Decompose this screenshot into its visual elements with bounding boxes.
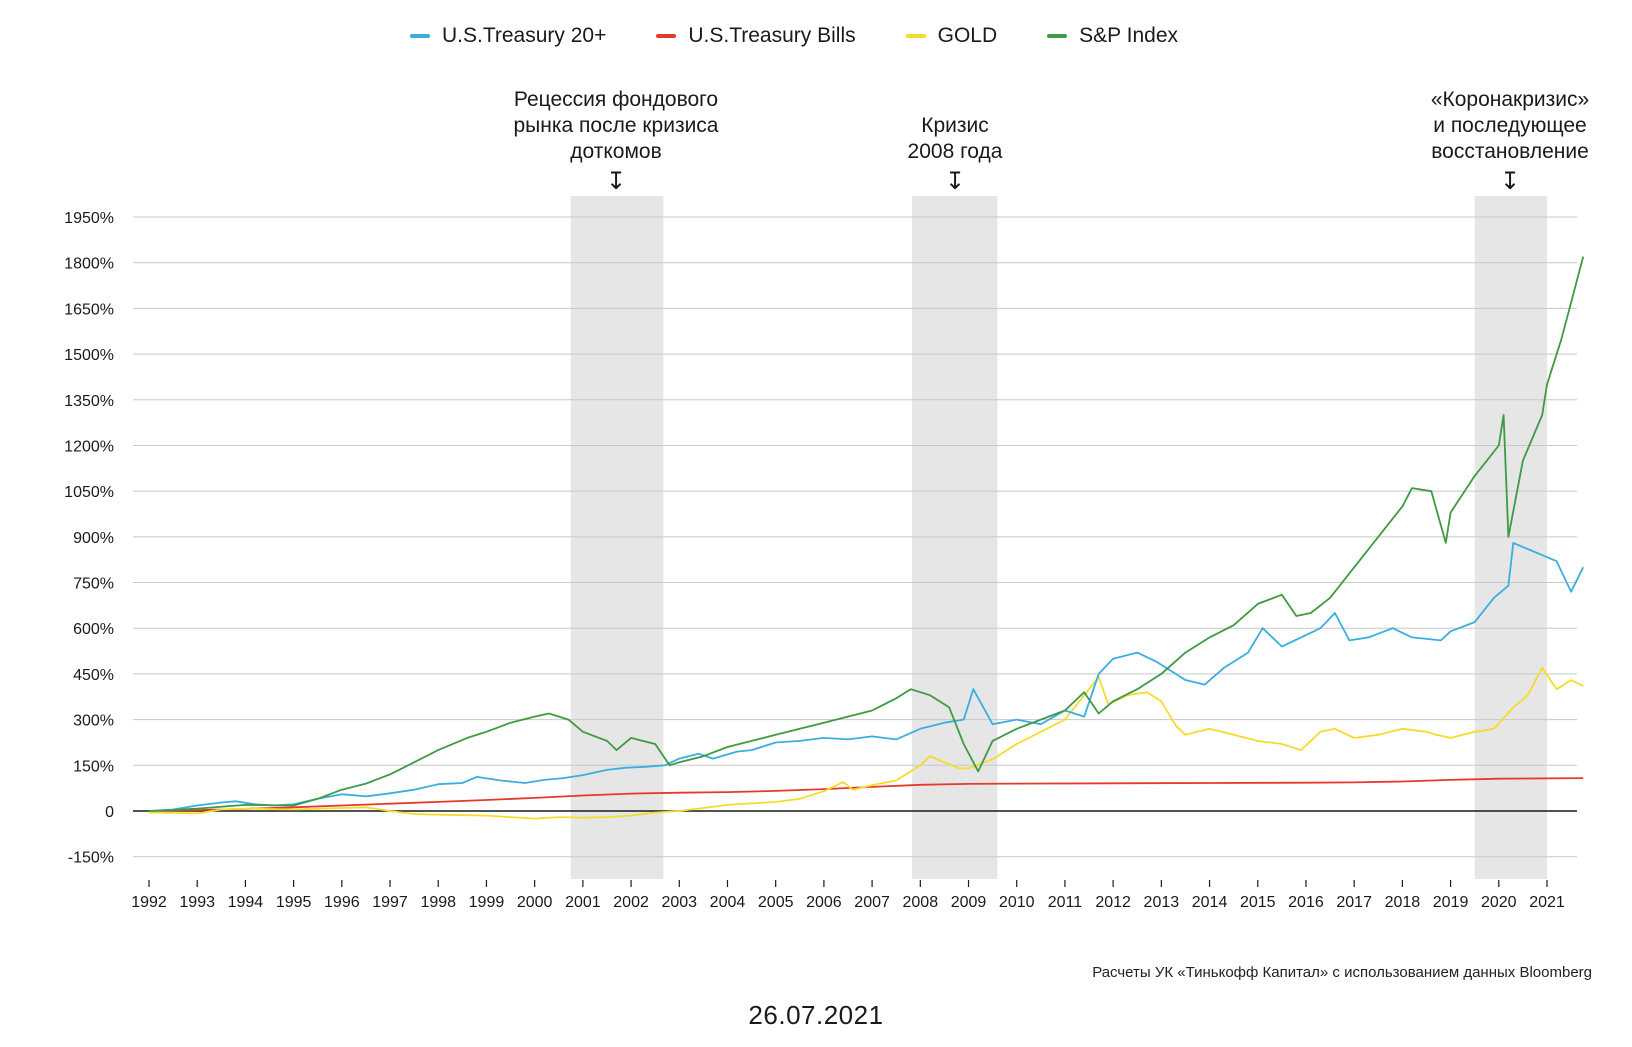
x-tick-label: 2009 [951,894,987,911]
arrow-down-icon: ↧ [1499,168,1521,195]
x-tick-label: 2017 [1336,894,1372,911]
x-tick-label: 2008 [903,894,939,911]
annotation-line: и последующее [1433,114,1587,137]
annotation-line: 2008 года [907,140,1003,163]
x-tick-label: 1996 [324,894,360,911]
annotation-line: восстановление [1431,140,1589,163]
x-tick-label: 2007 [854,894,890,911]
x-tick-label: 1992 [131,894,167,911]
annotation-line: Рецессия фондового [513,88,719,111]
shaded-period [912,196,998,879]
y-tick-label: 750% [73,576,114,593]
y-tick-label: 900% [73,530,114,547]
x-tick-label: 2015 [1240,894,1276,911]
y-tick-label: 1350% [64,393,114,410]
annotation-2008: Кризис 2008 года [908,113,1003,165]
legend: U.S.Treasury 20+ U.S.Treasury Bills GOLD… [410,24,1228,48]
date-text: 26.07.2021 [748,1000,884,1030]
x-tick-label: 2010 [999,894,1035,911]
y-tick-label: 1050% [64,484,114,501]
y-tick-label: 1500% [64,347,114,364]
x-tick-label: 2013 [1144,894,1180,911]
x-tick-label: 2005 [758,894,794,911]
legend-swatch [905,34,926,38]
legend-label: S&P Index [1079,24,1179,47]
series-line-u-s-treasury-bills [148,777,1584,812]
annotation-line: рынка после кризиса [513,114,719,137]
arrow-down-icon: ↧ [944,168,966,195]
y-tick-label: 450% [73,667,114,684]
legend-swatch [656,34,677,38]
series-line-u-s-treasury-20- [148,542,1585,812]
legend-label: U.S.Treasury Bills [688,24,856,47]
source-note: Расчеты УК «Тинькофф Капитал» с использо… [1092,964,1592,981]
legend-item-treasury-bills: U.S.Treasury Bills [656,24,856,48]
shaded-period [570,196,664,879]
date-label: 26.07.2021 [0,1000,1632,1031]
series-line-gold [148,666,1584,820]
legend-item-gold: GOLD [905,24,998,48]
x-tick-label: 1999 [469,894,505,911]
annotation-line: «Коронакризис» [1430,88,1590,111]
y-tick-label: 1950% [64,210,114,227]
x-tick-label: 2000 [517,894,553,911]
x-tick-label: 2016 [1288,894,1324,911]
x-tick-label: 2003 [661,894,697,911]
annotation-line: Кризис [921,114,989,137]
shaded-period [1474,196,1547,879]
y-tick-label: 150% [73,758,114,775]
x-tick-label: 2019 [1433,894,1469,911]
x-tick-label: 2002 [613,894,649,911]
x-tick-label: 2018 [1385,894,1421,911]
y-tick-label: 1650% [64,301,114,318]
x-tick-label: 2014 [1192,894,1228,911]
series-line-s-p-index [148,256,1585,812]
y-tick-label: 0 [105,804,114,821]
legend-label: U.S.Treasury 20+ [442,24,607,47]
y-tick-label: 300% [73,713,114,730]
x-tick-label: 1993 [179,894,215,911]
x-tick-label: 2020 [1481,894,1517,911]
legend-swatch [1047,34,1068,38]
legend-swatch [410,34,430,38]
legend-item-sp-index: S&P Index [1047,24,1178,48]
legend-item-treasury-20: U.S.Treasury 20+ [410,24,606,48]
annotation-dotcom: Рецессия фондового рынка после кризиса д… [514,87,719,165]
y-tick-label: 1200% [64,438,114,455]
x-tick-label: 1994 [228,894,264,911]
x-tick-label: 2001 [565,894,601,911]
annotation-covid: «Коронакризис» и последующее восстановле… [1431,87,1589,165]
x-tick-label: 1998 [420,894,456,911]
annotation-line: доткомов [570,140,662,163]
y-tick-label: -150% [68,850,114,867]
legend-label: GOLD [937,24,998,47]
x-tick-label: 1997 [372,894,408,911]
x-tick-label: 2012 [1095,894,1131,911]
x-tick-label: 2011 [1048,894,1083,911]
y-tick-label: 1800% [64,256,114,273]
arrow-down-icon: ↧ [605,168,627,195]
y-tick-label: 600% [73,621,114,638]
x-tick-label: 2004 [710,894,746,911]
x-tick-label: 1995 [276,894,312,911]
x-tick-label: 2006 [806,894,842,911]
x-tick-label: 2021 [1529,894,1565,911]
